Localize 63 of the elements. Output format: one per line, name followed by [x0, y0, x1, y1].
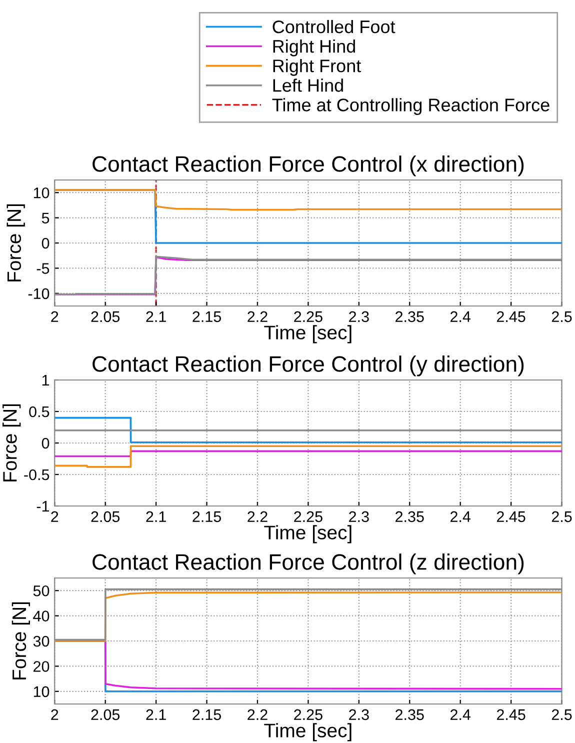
y-tick-label: -0.5: [24, 469, 50, 480]
y-tick-label: 40: [33, 610, 50, 622]
x-axis-title: Time [sec]: [264, 525, 352, 544]
x-tick-label: 2.35: [396, 511, 424, 522]
legend-label: Right Hind: [273, 40, 355, 56]
x-axis-title: Time [sec]: [264, 723, 352, 742]
x-tick-label: 2.1: [146, 511, 166, 522]
y-tick-label: -10: [28, 288, 50, 300]
y-tick-label: -5: [36, 263, 50, 274]
y-tick-label: 5: [42, 212, 50, 224]
x-tick-label: 2.5: [552, 709, 572, 720]
x-tick-label: 2.4: [450, 511, 471, 522]
y-axis-title: Force [N]: [2, 404, 21, 482]
x-tick-label: 2.15: [192, 311, 221, 322]
y-axis-title: Force [N]: [12, 602, 30, 680]
legend-label: Controlled Foot: [272, 20, 396, 34]
x-axis-title: Time [sec]: [264, 325, 352, 344]
x-tick-label: 2.2: [248, 311, 268, 322]
x-tick-label: 2.2: [248, 709, 268, 720]
legend-label: Left Hind: [273, 78, 343, 92]
y-tick-label: 30: [33, 636, 50, 647]
x-tick-label: 2.05: [91, 709, 120, 720]
y-tick-label: -1: [36, 501, 50, 512]
x-tick-label: 2.15: [192, 709, 221, 720]
x-tick-label: 2.05: [91, 311, 120, 322]
x-tick-label: 2.15: [192, 511, 221, 522]
y-tick-label: 0: [42, 238, 50, 249]
y-tick-label: 50: [33, 585, 50, 596]
x-tick-label: 2.5: [552, 511, 572, 522]
x-tick-label: 2: [51, 709, 58, 720]
x-tick-label: 2.4: [450, 709, 471, 720]
chart-title: Contact Reaction Force Control (x direction): [92, 156, 524, 176]
x-tick-label: 2.25: [294, 311, 322, 322]
x-tick-label: 2.45: [496, 311, 526, 322]
y-tick-label: 10: [34, 686, 50, 698]
x-tick-label: 2.25: [294, 511, 322, 522]
y-axis-title: Force [N]: [6, 204, 25, 282]
x-tick-label: 2.3: [349, 709, 369, 720]
x-tick-label: 2.3: [349, 511, 369, 522]
x-tick-label: 2.5: [552, 311, 572, 322]
x-tick-label: 2.05: [91, 511, 120, 522]
chart-title: Contact Reaction Force Control (z direction): [92, 554, 524, 574]
legend-label: Right Front: [273, 59, 362, 76]
x-tick-label: 2.1: [146, 311, 166, 322]
x-tick-label: 2.1: [146, 709, 166, 720]
y-tick-label: 0: [42, 438, 50, 449]
y-tick-label: 1: [42, 375, 50, 386]
y-tick-label: 20: [34, 661, 50, 672]
x-tick-label: 2.3: [349, 311, 369, 322]
x-tick-label: 2.45: [496, 511, 526, 522]
line-series: [54, 189, 562, 211]
x-tick-label: 2: [51, 511, 58, 522]
x-tick-label: 2.35: [396, 709, 424, 720]
x-tick-label: 2.25: [294, 709, 322, 720]
x-tick-label: 2.2: [248, 511, 268, 522]
x-tick-label: 2.45: [496, 709, 526, 720]
x-tick-label: 2.4: [450, 311, 471, 322]
x-tick-label: 2: [51, 311, 58, 322]
legend-label: Time at Controlling Reaction Force: [272, 98, 550, 115]
y-tick-label: 10: [34, 187, 50, 198]
y-tick-label: 0.5: [29, 406, 50, 418]
x-tick-label: 2.35: [396, 311, 424, 322]
chart-title: Contact Reaction Force Control (y direction): [92, 356, 524, 376]
